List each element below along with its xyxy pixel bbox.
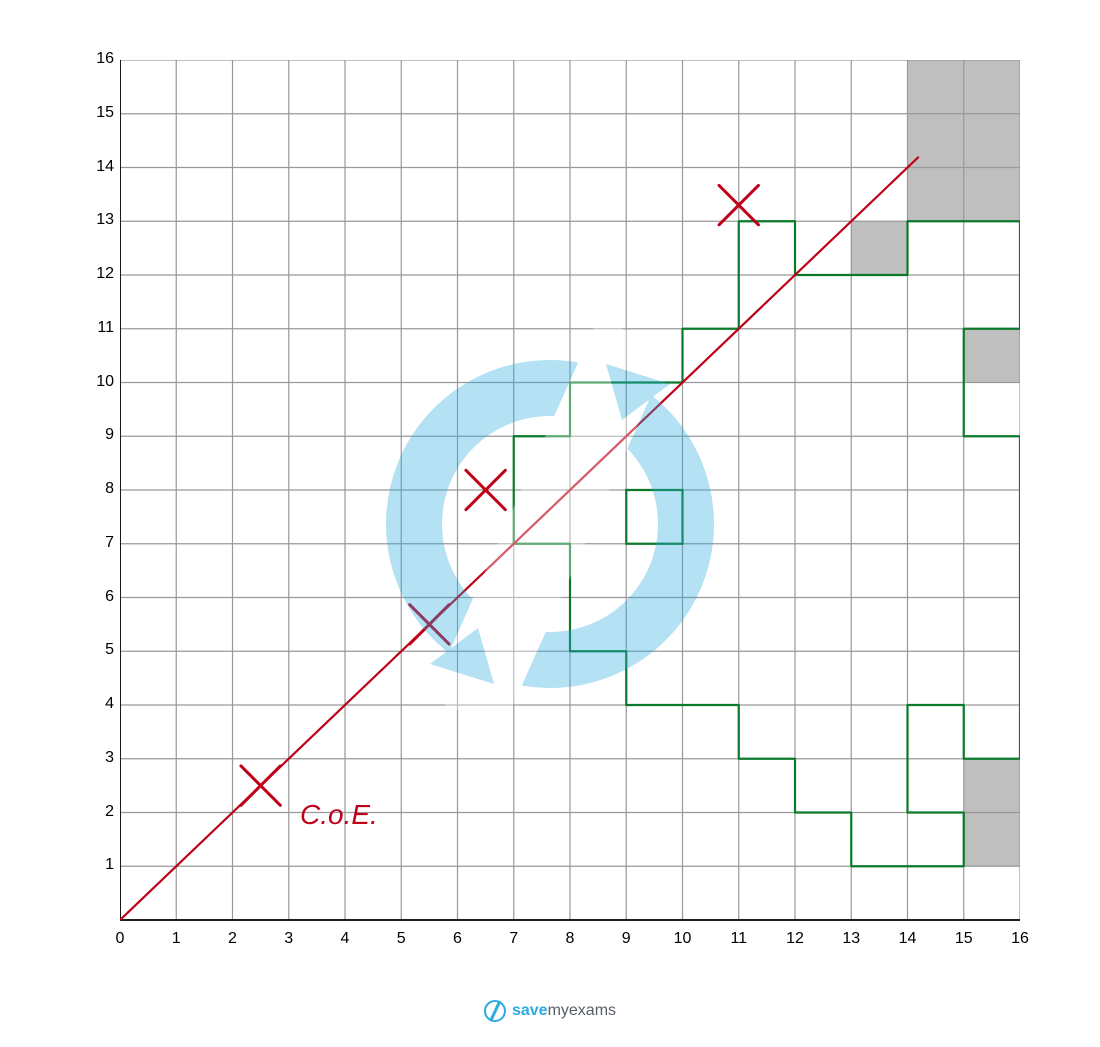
x-tick-label: 0: [116, 930, 125, 948]
x-tick-label: 14: [899, 930, 917, 948]
y-tick-label: 2: [90, 803, 114, 821]
x-tick-label: 15: [955, 930, 973, 948]
brand-thin-1: my: [548, 1002, 569, 1019]
x-tick-label: 1: [172, 930, 181, 948]
y-tick-label: 14: [90, 158, 114, 176]
footer-brand: savemyexams: [484, 1000, 616, 1022]
y-tick-label: 11: [90, 319, 114, 337]
x-tick-label: 8: [566, 930, 575, 948]
brand-thin-2: exams: [569, 1002, 616, 1019]
y-tick-label: 16: [90, 50, 114, 68]
y-tick-label: 13: [90, 211, 114, 229]
x-tick-label: 6: [453, 930, 462, 948]
y-tick-label: 15: [90, 104, 114, 122]
coe-label: C.o.E.: [300, 799, 378, 831]
chart-svg: [120, 60, 1020, 960]
x-tick-label: 12: [786, 930, 804, 948]
y-tick-label: 1: [90, 856, 114, 874]
brand-text: savemyexams: [512, 1002, 616, 1020]
y-tick-label: 4: [90, 695, 114, 713]
x-tick-label: 5: [397, 930, 406, 948]
x-tick-label: 9: [622, 930, 631, 948]
y-tick-label: 3: [90, 749, 114, 767]
x-tick-label: 2: [228, 930, 237, 948]
y-tick-label: 5: [90, 641, 114, 659]
y-tick-label: 9: [90, 426, 114, 444]
y-tick-label: 12: [90, 265, 114, 283]
x-tick-label: 16: [1011, 930, 1029, 948]
y-tick-label: 7: [90, 534, 114, 552]
x-tick-label: 11: [730, 930, 747, 948]
brand-icon: [484, 1000, 506, 1022]
y-tick-label: 8: [90, 480, 114, 498]
x-tick-label: 3: [284, 930, 293, 948]
y-tick-label: 6: [90, 588, 114, 606]
x-tick-label: 10: [674, 930, 692, 948]
brand-bold: save: [512, 1002, 548, 1019]
x-tick-label: 4: [341, 930, 350, 948]
x-tick-label: 13: [842, 930, 860, 948]
cumulative-chart: 012345678910111213141516: [120, 60, 1020, 920]
x-tick-label: 7: [509, 930, 518, 948]
y-tick-label: 10: [90, 373, 114, 391]
